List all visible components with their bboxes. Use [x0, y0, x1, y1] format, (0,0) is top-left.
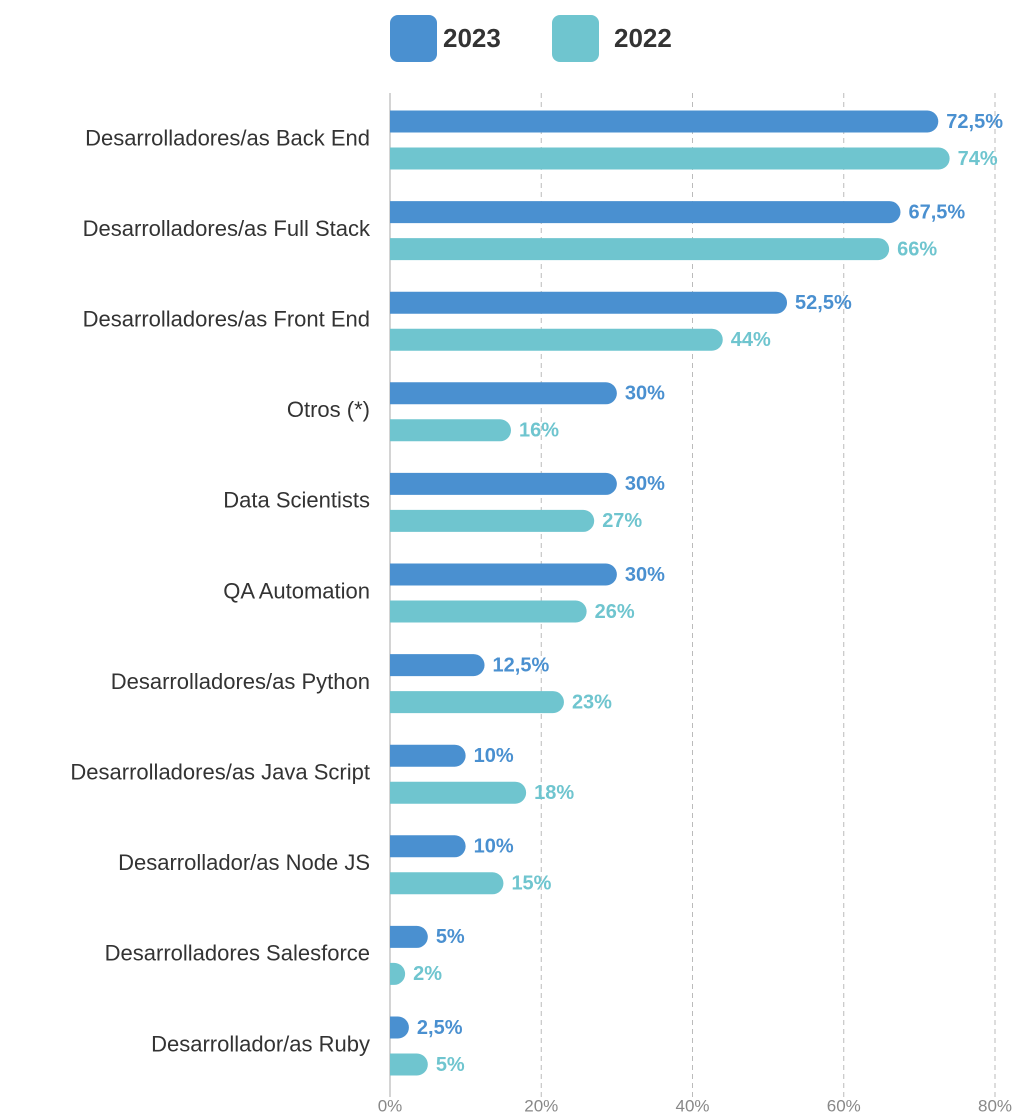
- value-label: 23%: [572, 691, 612, 713]
- category-label: Otros (*): [287, 397, 370, 422]
- legend-swatch: [390, 15, 437, 62]
- value-label: 5%: [436, 926, 465, 948]
- bar: [390, 872, 504, 895]
- category-label: Desarrolladores/as Front End: [83, 307, 370, 332]
- legend-swatch: [552, 15, 599, 62]
- bar: [390, 600, 587, 623]
- value-label: 15%: [511, 873, 551, 895]
- value-label: 26%: [595, 601, 635, 623]
- value-label: 5%: [436, 1054, 465, 1076]
- category-label: QA Automation: [223, 578, 370, 603]
- x-tick-label: 0%: [378, 1096, 403, 1115]
- bar: [390, 563, 617, 586]
- bar: [390, 925, 428, 948]
- value-label: 12,5%: [493, 654, 550, 676]
- value-label: 10%: [474, 836, 514, 858]
- category-label: Desarrollador/as Node JS: [118, 850, 370, 875]
- bar: [390, 382, 617, 405]
- bar: [390, 238, 890, 261]
- category-label: Desarrolladores Salesforce: [105, 941, 370, 966]
- bar: [390, 691, 564, 714]
- x-tick-label: 80%: [978, 1096, 1012, 1115]
- bar: [390, 147, 950, 170]
- category-label: Desarrolladores/as Java Script: [70, 760, 370, 785]
- category-label: Desarrolladores/as Python: [111, 669, 370, 694]
- legend-label: 2023: [443, 23, 501, 53]
- bar: [390, 835, 466, 858]
- value-label: 30%: [625, 383, 665, 405]
- value-label: 30%: [625, 564, 665, 586]
- bar: [390, 1053, 428, 1076]
- value-label: 10%: [474, 745, 514, 767]
- value-label: 67,5%: [908, 201, 965, 223]
- value-label: 30%: [625, 473, 665, 495]
- value-label: 72,5%: [946, 111, 1003, 133]
- value-label: 2,5%: [417, 1017, 463, 1039]
- value-label: 16%: [519, 420, 559, 442]
- value-label: 66%: [897, 238, 937, 260]
- x-tick-label: 60%: [827, 1096, 861, 1115]
- category-label: Desarrolladores/as Full Stack: [83, 216, 371, 241]
- value-label: 27%: [602, 510, 642, 532]
- bar: [390, 110, 939, 133]
- category-label: Desarrollador/as Ruby: [151, 1031, 370, 1056]
- category-label: Data Scientists: [223, 488, 370, 513]
- bar: [390, 472, 617, 495]
- value-label: 44%: [731, 329, 771, 351]
- x-tick-label: 20%: [524, 1096, 558, 1115]
- x-tick-label: 40%: [675, 1096, 709, 1115]
- bar: [390, 654, 485, 677]
- bar: [390, 1016, 409, 1039]
- category-label: Desarrolladores/as Back End: [85, 125, 370, 150]
- bar: [390, 291, 788, 314]
- legend-label: 2022: [614, 23, 672, 53]
- bar: [390, 962, 406, 985]
- bar: [390, 509, 595, 532]
- value-label: 52,5%: [795, 292, 852, 314]
- bar: [390, 781, 527, 804]
- value-label: 74%: [958, 148, 998, 170]
- bar: [390, 201, 901, 224]
- bar: [390, 419, 512, 442]
- value-label: 2%: [413, 963, 442, 985]
- bar: [390, 744, 466, 767]
- bar: [390, 328, 723, 351]
- value-label: 18%: [534, 782, 574, 804]
